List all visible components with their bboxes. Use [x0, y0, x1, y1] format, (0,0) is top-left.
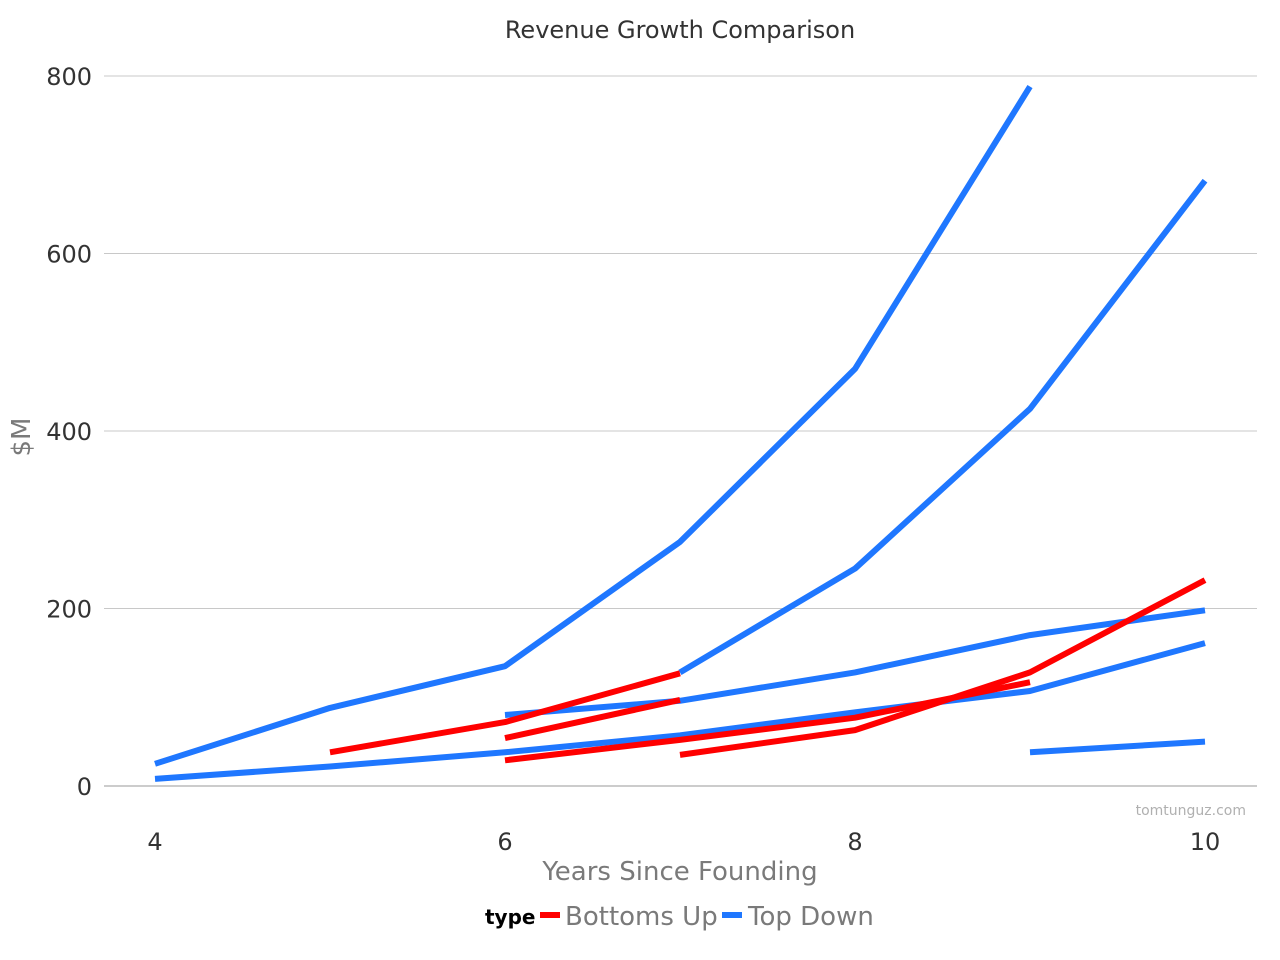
x-tick-label: 10: [1190, 828, 1221, 856]
series-lines: [154, 85, 1208, 782]
watermark: tomtunguz.com: [1136, 803, 1246, 819]
series-line-bottoms-up-6: [504, 696, 681, 742]
gridlines: [104, 75, 1257, 787]
y-tick-label: 0: [77, 773, 92, 801]
legend-label-bottoms-up: Bottoms Up: [565, 902, 718, 932]
series-line-bottoms-up-8: [679, 577, 1207, 758]
series-line-top-down-1: [678, 178, 1208, 675]
series-line-top-down-2: [504, 607, 1206, 718]
x-tick-label: 4: [147, 828, 162, 856]
series-line-top-down-0: [154, 85, 1033, 767]
series-line-bottoms-up-5: [329, 670, 681, 756]
y-tick-label: 800: [46, 63, 92, 91]
y-axis-title: $M: [7, 418, 37, 457]
y-tick-label: 200: [46, 596, 92, 624]
x-axis-ticks: 4 6 8 10: [147, 828, 1220, 856]
x-axis-title: Years Since Founding: [541, 857, 817, 887]
series-line-top-down-3: [154, 640, 1206, 782]
legend-title: type: [485, 905, 535, 929]
y-tick-label: 400: [46, 418, 92, 446]
x-tick-label: 8: [847, 828, 862, 856]
legend-label-top-down: Top Down: [747, 902, 874, 932]
chart-title: Revenue Growth Comparison: [505, 16, 855, 44]
y-tick-label: 600: [46, 241, 92, 269]
y-axis-ticks: 0 200 400 600 800: [46, 63, 92, 801]
series-line-top-down-4: [1029, 738, 1206, 756]
legend: type Bottoms Up Top Down: [485, 902, 874, 932]
x-tick-label: 6: [497, 828, 512, 856]
